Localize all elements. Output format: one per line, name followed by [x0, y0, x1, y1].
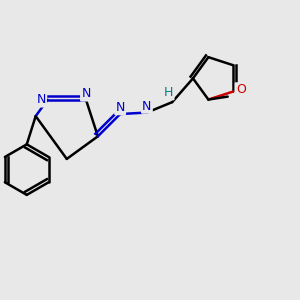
- Text: O: O: [236, 83, 246, 97]
- Text: N: N: [116, 101, 125, 114]
- Text: H: H: [164, 86, 173, 99]
- Text: N: N: [81, 87, 91, 100]
- Text: N: N: [36, 93, 46, 106]
- Text: N: N: [142, 100, 152, 112]
